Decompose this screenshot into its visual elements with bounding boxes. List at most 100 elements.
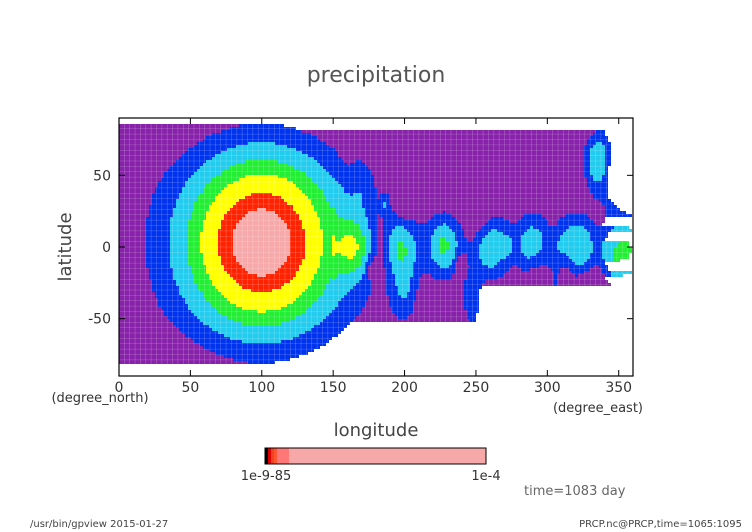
field-cell (119, 274, 149, 277)
field-cell (161, 178, 188, 181)
field-cell (386, 202, 389, 205)
field-cell (401, 295, 407, 298)
field-cell (395, 274, 413, 277)
field-cell (218, 241, 233, 244)
field-cell (215, 175, 245, 178)
field-cell (512, 241, 521, 244)
field-cell (377, 226, 383, 229)
field-cell (359, 280, 371, 283)
field-cell (119, 151, 185, 154)
field-cell (569, 256, 590, 259)
field-cell (413, 262, 437, 265)
field-cell (173, 322, 203, 325)
field-cell (317, 271, 350, 274)
field-cell (188, 256, 203, 259)
field-cell (215, 154, 308, 157)
field-cell (170, 235, 188, 238)
field-cell (464, 295, 479, 298)
field-cell (377, 244, 383, 247)
field-cell (197, 316, 227, 319)
field-cell (236, 163, 287, 166)
field-cell (590, 256, 602, 259)
field-cell (392, 265, 413, 268)
field-cell (119, 145, 194, 148)
field-cell (218, 247, 233, 250)
field-cell (176, 199, 197, 202)
field-cell (413, 268, 455, 271)
field-cell (206, 217, 224, 220)
field-cell (326, 316, 356, 319)
field-cell (605, 205, 617, 208)
field-cell (371, 169, 584, 172)
field-cell (326, 286, 353, 289)
field-cell (320, 220, 353, 223)
field-cell (212, 283, 239, 286)
field-cell (299, 334, 338, 337)
field-cell (311, 328, 344, 331)
field-cell (200, 235, 218, 238)
field-cell (323, 253, 332, 256)
field-cell (371, 247, 377, 250)
field-cell (374, 256, 383, 259)
field-cell (320, 265, 359, 268)
field-cell (593, 244, 602, 247)
field-cell (233, 229, 290, 232)
field-cell (209, 325, 314, 328)
field-cell (242, 265, 281, 268)
field-cell (383, 220, 416, 223)
field-cell (596, 130, 605, 133)
field-cell (464, 229, 479, 232)
field-cell (176, 202, 194, 205)
field-cell (194, 313, 221, 316)
field-cell (233, 247, 290, 250)
field-cell (584, 175, 593, 178)
field-cell (575, 262, 584, 265)
field-cell (611, 274, 623, 277)
field-cell (176, 280, 194, 283)
field-cell (530, 226, 533, 229)
field-cell (584, 154, 590, 157)
x-axis-ticks: 0 50 100 150 200 250 300 350 (115, 118, 632, 396)
field-cell (119, 352, 215, 355)
field-cell (467, 310, 479, 313)
field-cell (380, 193, 389, 196)
field-cell (236, 256, 287, 259)
field-cell (170, 241, 188, 244)
field-cell (377, 214, 380, 217)
field-cell (557, 277, 605, 280)
field-cell (614, 256, 629, 259)
field-cell (227, 298, 296, 301)
colorbar: 1e-9-85 1e-4 (241, 447, 501, 484)
field-cell (194, 277, 209, 280)
field-cell (590, 160, 605, 163)
field-cell (467, 271, 506, 274)
field-cell (431, 253, 455, 256)
field-cell (251, 289, 272, 292)
field-cell (194, 172, 221, 175)
field-cell (119, 289, 152, 292)
field-cell (590, 235, 608, 238)
field-cell (233, 232, 290, 235)
field-cell (149, 277, 173, 280)
field-cell (587, 259, 605, 262)
field-cell (224, 355, 299, 358)
field-cell (335, 253, 341, 256)
field-cell (497, 262, 575, 265)
field-cell (230, 127, 296, 130)
field-cell (284, 262, 302, 265)
field-cell (119, 139, 203, 142)
field-cell (320, 139, 587, 142)
field-cell (386, 280, 395, 283)
time-annotation: time=1083 day (524, 484, 626, 499)
field-cell (314, 205, 329, 208)
field-cell (236, 280, 290, 283)
field-cell (119, 235, 146, 238)
field-cell (284, 199, 311, 202)
field-cell (521, 238, 542, 241)
field-cell (587, 229, 611, 232)
field-cell (218, 250, 233, 253)
field-cell (479, 253, 509, 256)
field-cell (332, 235, 335, 238)
field-cell (416, 244, 431, 247)
